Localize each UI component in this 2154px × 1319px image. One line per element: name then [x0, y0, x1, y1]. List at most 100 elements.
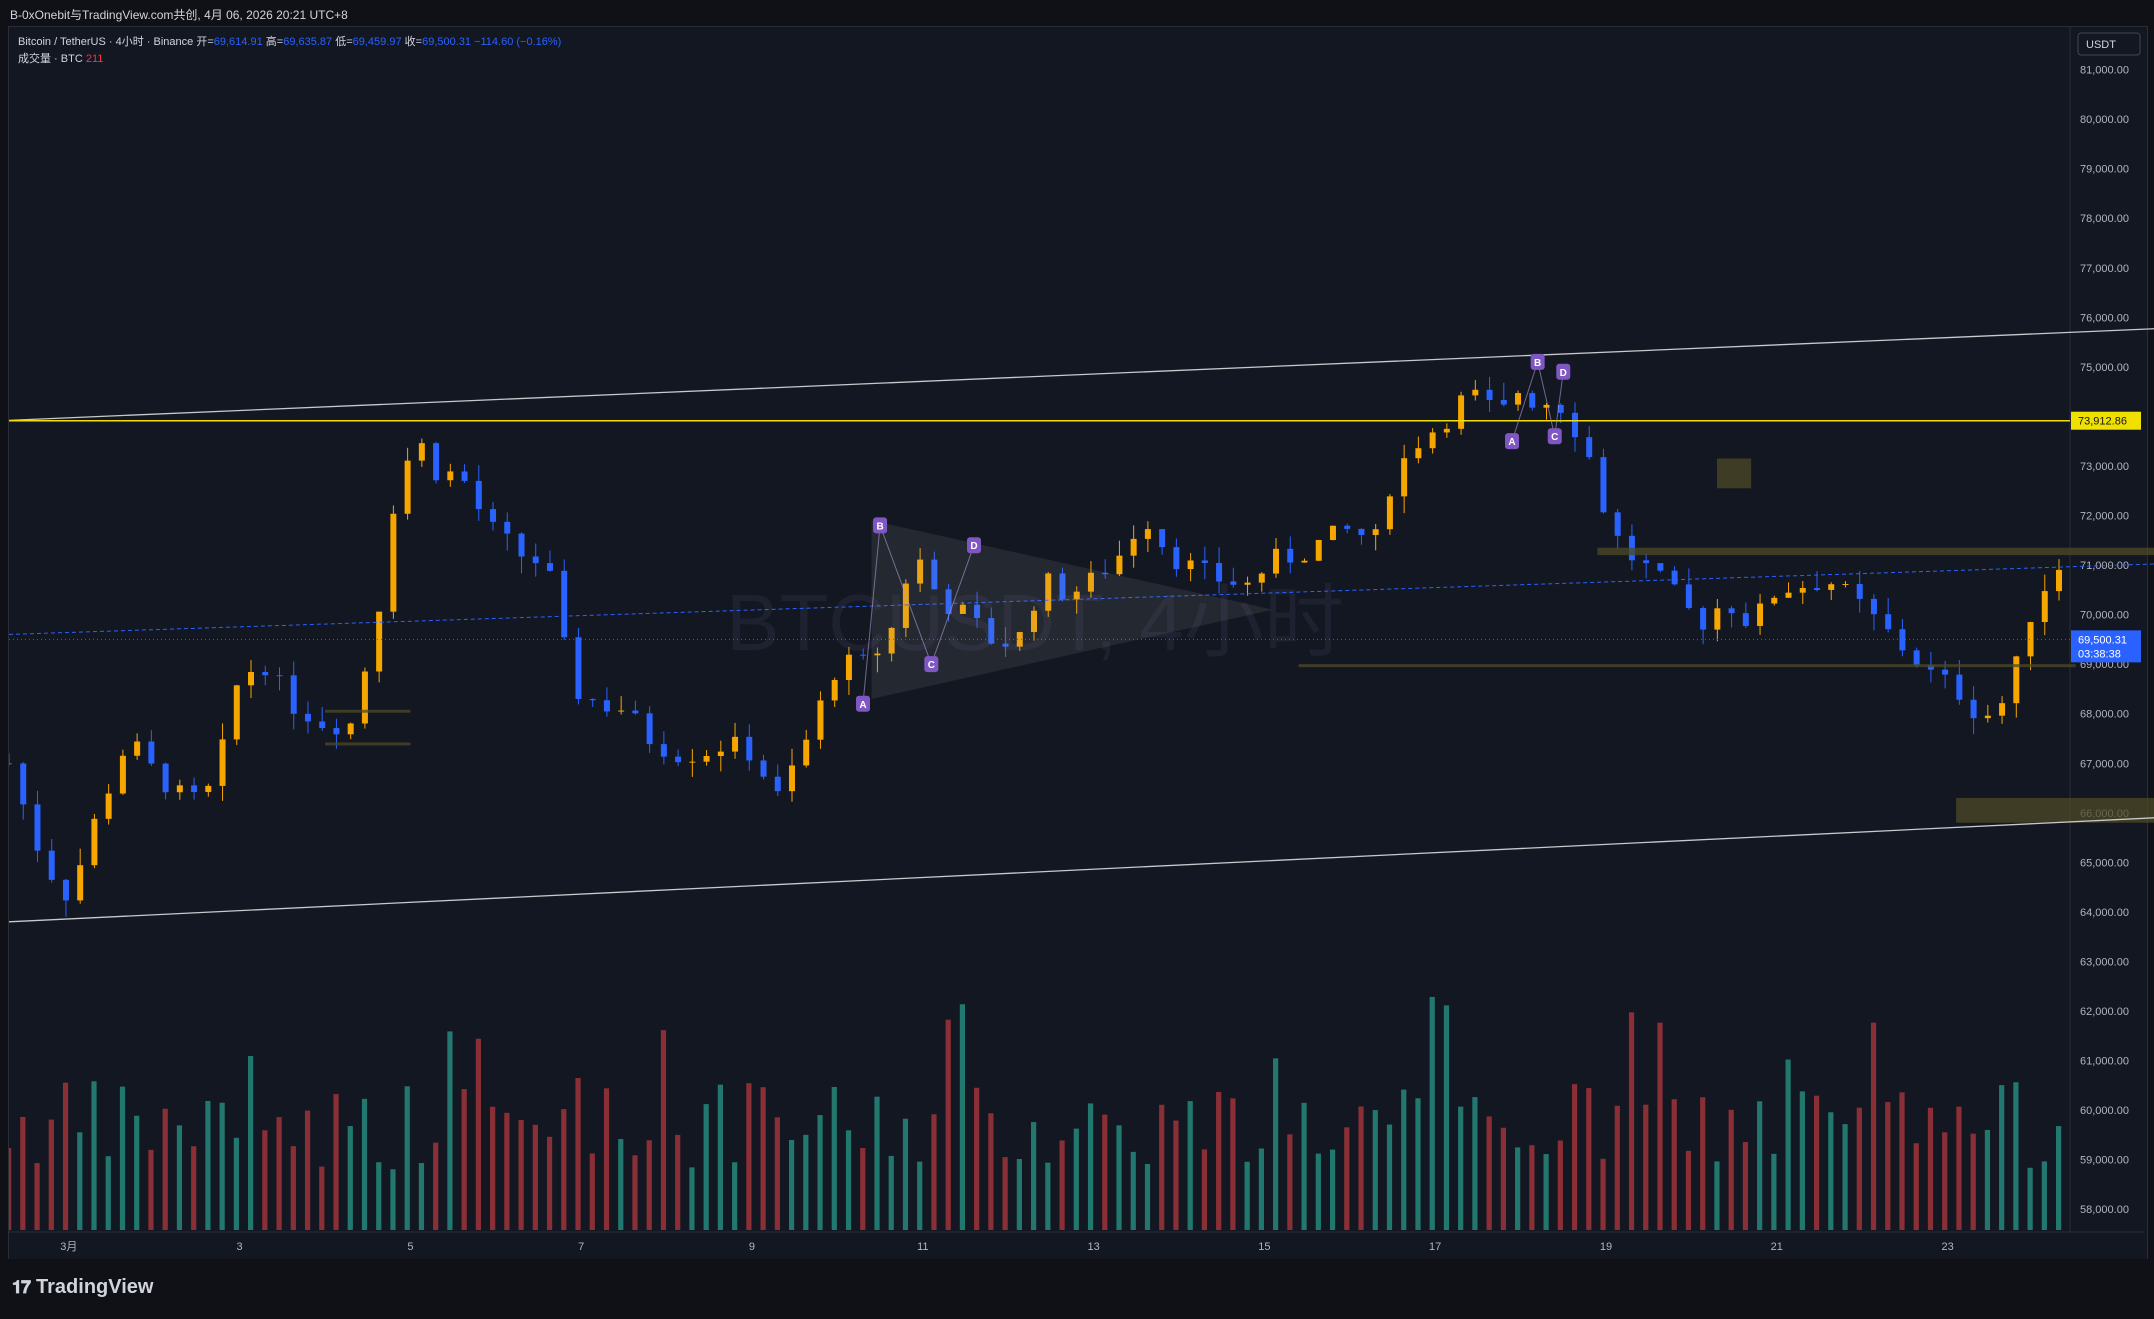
candle-body[interactable] [2141, 572, 2147, 578]
candle-body[interactable] [1144, 529, 1151, 539]
candle-body[interactable] [1458, 395, 1465, 429]
candle-body[interactable] [2099, 574, 2105, 594]
pattern-point-badge[interactable] [873, 517, 888, 534]
candle-body[interactable] [119, 755, 126, 794]
candle-body[interactable] [1671, 570, 1678, 585]
candle-body[interactable] [831, 679, 838, 701]
candles-group[interactable] [6, 376, 2154, 1230]
candle-body[interactable] [1187, 560, 1194, 570]
candle-body[interactable] [1429, 432, 1436, 449]
candle-body[interactable] [2070, 570, 2076, 581]
candle-body[interactable] [988, 618, 995, 644]
candle-body[interactable] [1258, 573, 1265, 583]
pattern-point-badge[interactable] [924, 656, 939, 673]
candle-body[interactable] [433, 443, 440, 481]
candle-body[interactable] [860, 654, 867, 656]
candle-body[interactable] [917, 559, 924, 584]
candle-body[interactable] [518, 533, 525, 557]
candle-body[interactable] [1856, 584, 1863, 599]
candle-body[interactable] [105, 793, 112, 819]
candle-body[interactable] [1102, 572, 1109, 575]
candle-body[interactable] [1301, 560, 1308, 563]
candle-body[interactable] [1372, 529, 1379, 535]
zone-rect[interactable] [1956, 797, 2154, 823]
candle-body[interactable] [1899, 629, 1906, 651]
candle-body[interactable] [959, 604, 966, 614]
candle-body[interactable] [902, 583, 909, 628]
candle-body[interactable] [304, 713, 311, 722]
candle-body[interactable] [2127, 578, 2133, 596]
candle-body[interactable] [475, 480, 482, 510]
candle-body[interactable] [1785, 592, 1792, 598]
pattern-point-badge[interactable] [1547, 428, 1562, 445]
candle-body[interactable] [1386, 496, 1393, 530]
candle-body[interactable] [447, 471, 454, 481]
candle-body[interactable] [1543, 404, 1550, 408]
candle-body[interactable] [1443, 428, 1450, 433]
candle-body[interactable] [219, 739, 226, 786]
candle-body[interactable] [632, 710, 639, 714]
candle-body[interactable] [1614, 512, 1621, 536]
candle-body[interactable] [817, 700, 824, 740]
zone-rect[interactable] [324, 742, 411, 746]
candle-body[interactable] [333, 728, 340, 735]
candle-body[interactable] [1956, 674, 1963, 700]
candle-body[interactable] [176, 785, 183, 793]
candle-body[interactable] [1486, 389, 1493, 400]
zone-rect[interactable] [1717, 458, 1752, 489]
candle-body[interactable] [945, 589, 952, 614]
candle-body[interactable] [1842, 584, 1849, 586]
candle-body[interactable] [1999, 703, 2006, 716]
candle-body[interactable] [1116, 555, 1123, 575]
candle-body[interactable] [191, 785, 198, 793]
candle-body[interactable] [803, 739, 810, 766]
channel-upper-line[interactable] [8, 285, 2154, 422]
candle-body[interactable] [1571, 412, 1578, 438]
candle-body[interactable] [1885, 614, 1892, 630]
candle-body[interactable] [134, 741, 141, 756]
candle-body[interactable] [1870, 598, 1877, 615]
candle-body[interactable] [1600, 457, 1607, 513]
candle-body[interactable] [1643, 560, 1650, 564]
pattern-abcd-line[interactable] [1511, 360, 1564, 442]
candle-body[interactable] [1657, 563, 1664, 571]
candle-body[interactable] [2027, 622, 2034, 657]
candle-body[interactable] [1287, 548, 1294, 563]
candle-body[interactable] [20, 763, 27, 805]
channel-lower-line[interactable] [8, 768, 2154, 923]
candle-body[interactable] [788, 765, 795, 792]
candle-body[interactable] [546, 563, 553, 571]
candle-body[interactable] [646, 713, 653, 745]
candle-body[interactable] [418, 443, 425, 461]
candle-body[interactable] [77, 865, 84, 901]
candle-body[interactable] [1344, 525, 1351, 529]
candle-body[interactable] [1401, 458, 1408, 497]
legend-symbol[interactable]: Bitcoin / TetherUS · 4小时 · Binance [18, 36, 194, 48]
candle-body[interactable] [262, 672, 269, 676]
candle-body[interactable] [760, 760, 767, 777]
candle-body[interactable] [347, 723, 354, 735]
candle-body[interactable] [1515, 393, 1522, 405]
candle-body[interactable] [1586, 437, 1593, 458]
candle-body[interactable] [974, 604, 981, 619]
candle-body[interactable] [248, 672, 255, 686]
candle-body[interactable] [2041, 591, 2048, 623]
candle-body[interactable] [1700, 608, 1707, 630]
chart-frame[interactable] [8, 26, 2148, 1261]
candle-body[interactable] [1173, 547, 1180, 570]
candle-body[interactable] [504, 521, 511, 534]
candle-body[interactable] [1273, 548, 1280, 574]
candle-body[interactable] [490, 509, 497, 522]
candle-body[interactable] [34, 804, 41, 851]
candle-body[interactable] [91, 818, 98, 866]
candle-body[interactable] [1216, 563, 1223, 582]
candle-body[interactable] [319, 721, 326, 729]
candle-body[interactable] [1329, 525, 1336, 540]
candle-body[interactable] [1984, 715, 1991, 719]
candle-body[interactable] [1016, 632, 1023, 647]
candle-body[interactable] [1728, 608, 1735, 614]
candle-body[interactable] [931, 559, 938, 590]
candle-body[interactable] [618, 710, 625, 712]
candle-body[interactable] [1529, 393, 1536, 408]
candle-body[interactable] [390, 513, 397, 612]
